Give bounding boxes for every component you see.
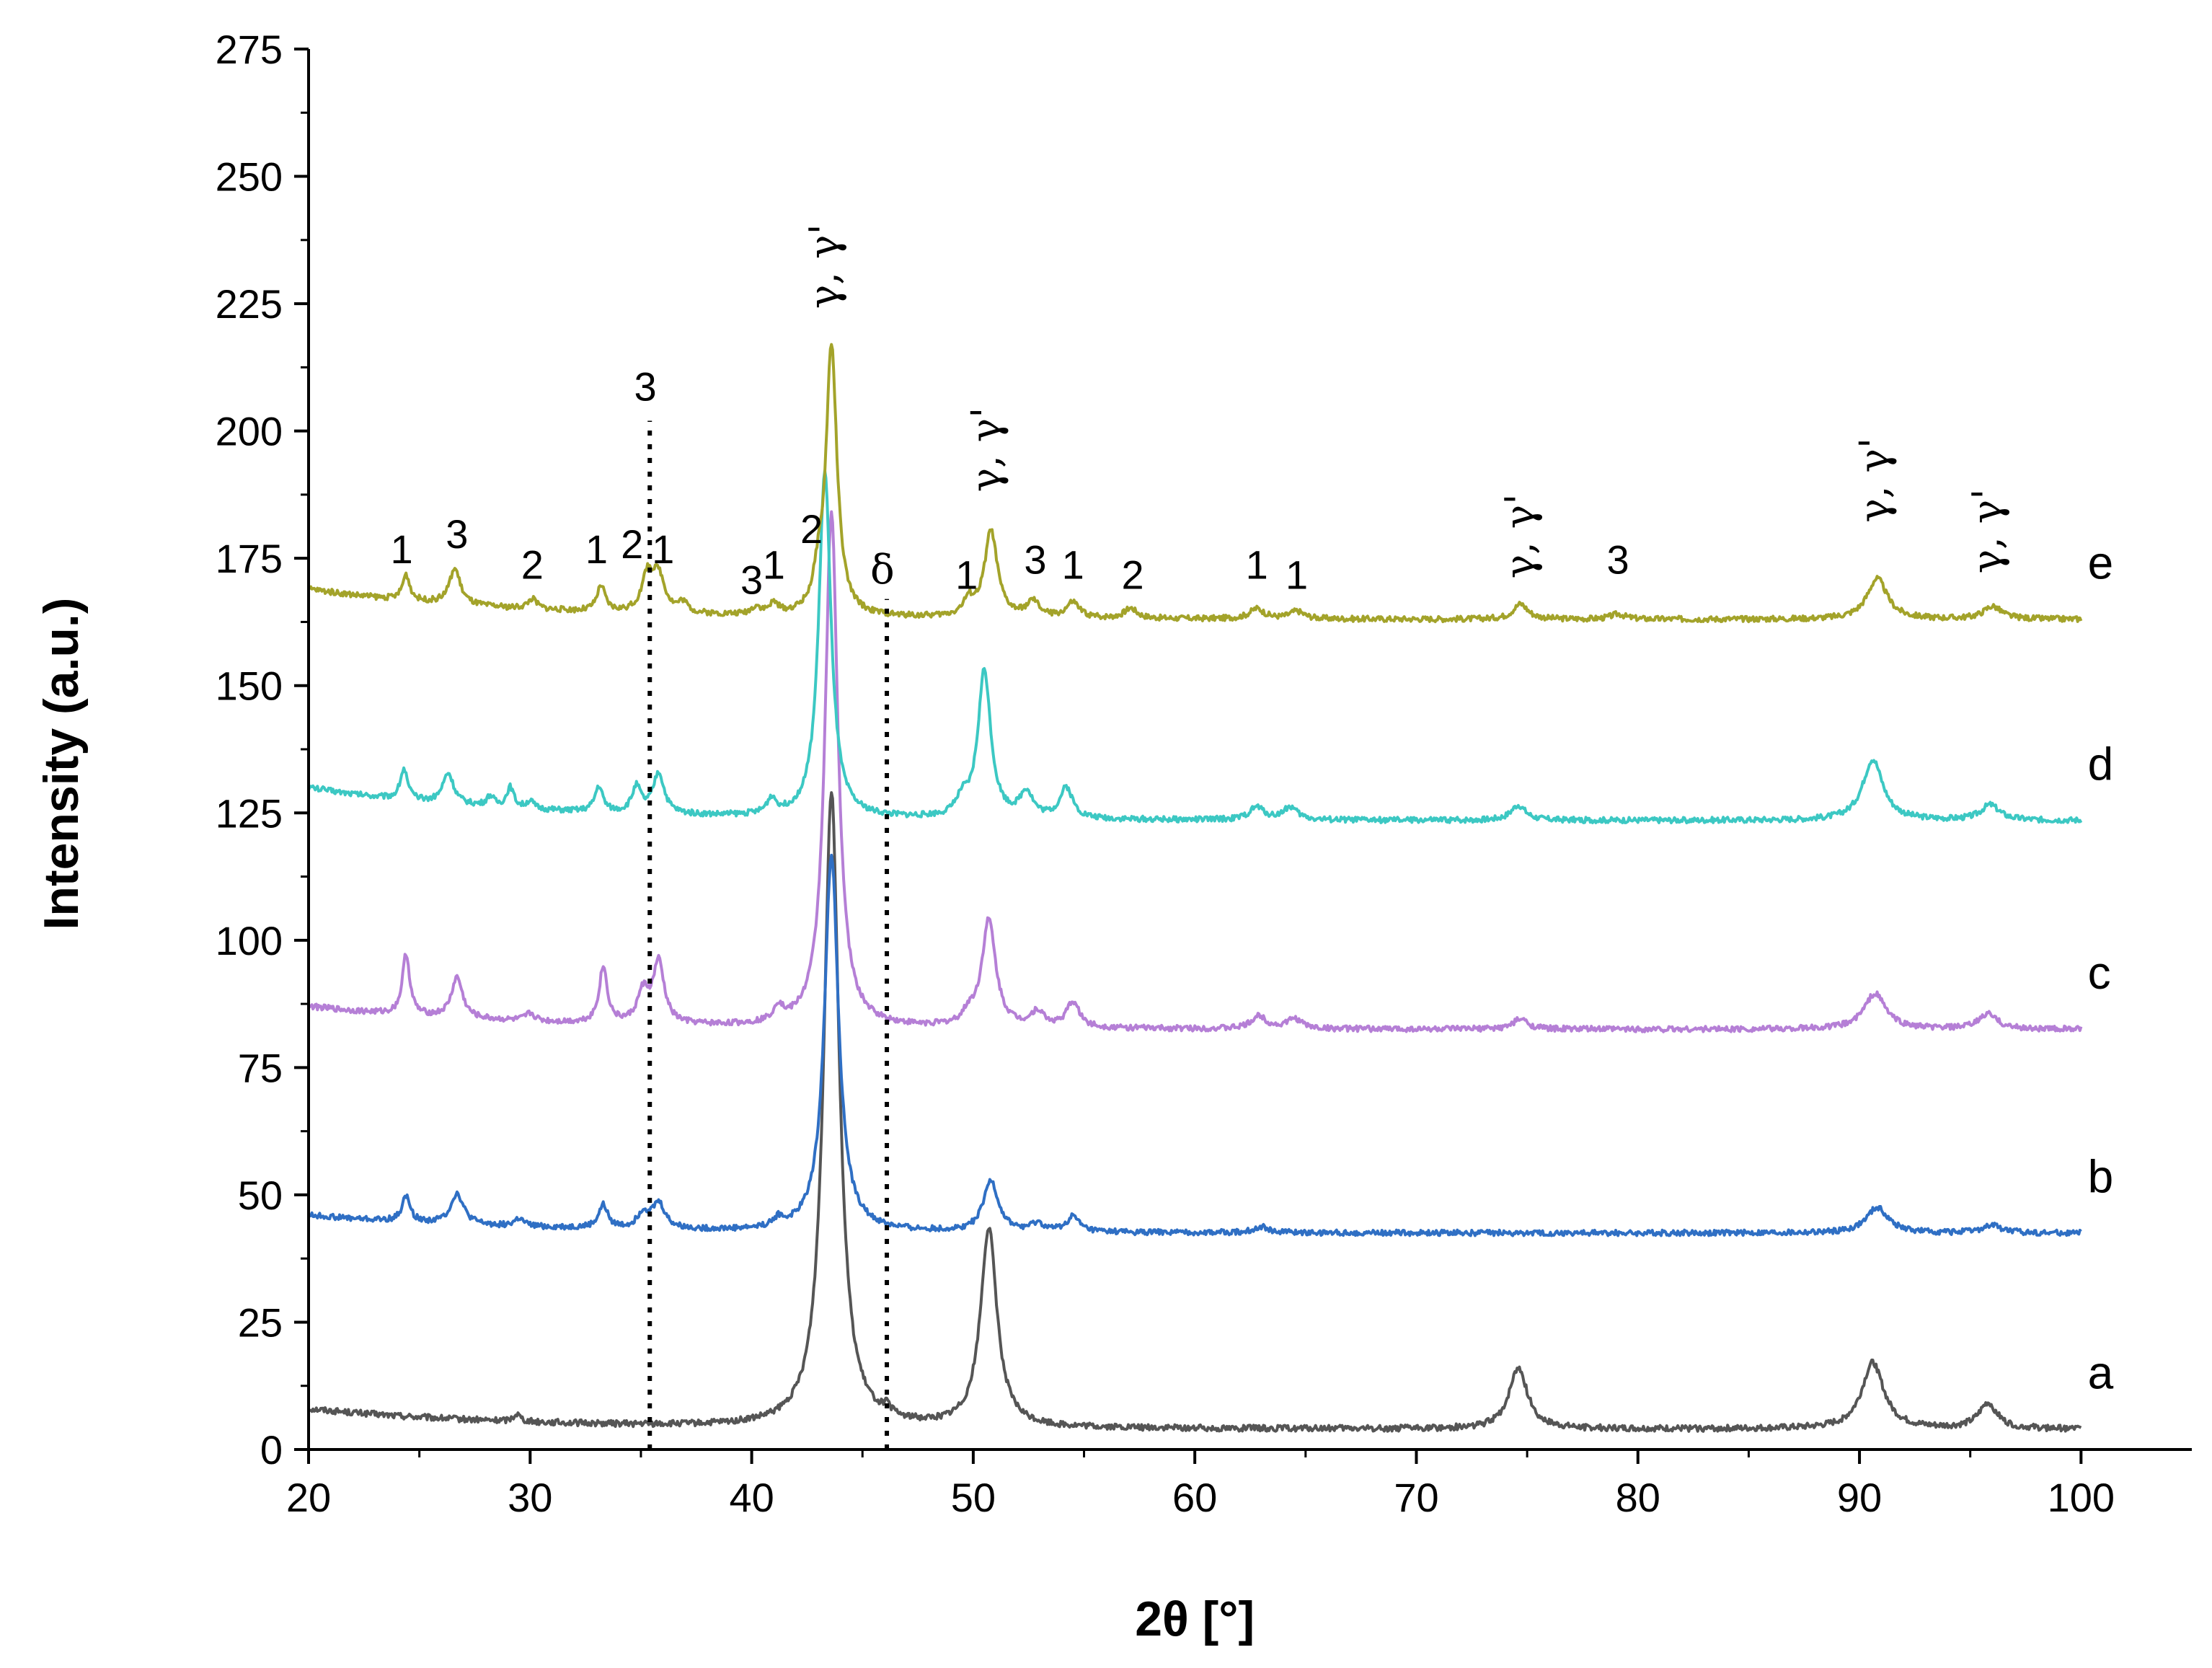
- y-tick-label: 175: [216, 536, 283, 581]
- peak-label: 1: [390, 526, 412, 572]
- x-tick-label: 100: [2048, 1475, 2115, 1520]
- y-tick-label: 0: [260, 1427, 283, 1473]
- axes: [307, 49, 2192, 1451]
- x-tick-label: 40: [729, 1475, 774, 1520]
- x-axis-title: 2θ [°]: [1135, 1592, 1255, 1646]
- x-tick-label: 50: [951, 1475, 996, 1520]
- peak-label: 3: [1607, 537, 1629, 582]
- peak-label: 1: [1062, 542, 1084, 587]
- peak-annotations: 1 32 1 2 133 12δ 1 3 1 2 1 1 3γ, γ'γ, γ'γ, γ'γ, γ'γ,…: [390, 224, 2011, 602]
- peak-label: 2: [800, 506, 823, 552]
- y-tick-label: 25: [238, 1299, 283, 1345]
- peak-label: 3: [446, 511, 468, 557]
- gamma-phase-label: γ, γ': [801, 224, 848, 309]
- series-d-label: d: [2088, 738, 2114, 790]
- series-d-trace: [307, 469, 2083, 825]
- x-tick-label: 80: [1616, 1475, 1660, 1520]
- y-tick-label: 250: [216, 154, 283, 200]
- series-labels: a b c d e: [2088, 537, 2114, 1398]
- gamma-phase-label: γ, γ': [1852, 438, 1898, 523]
- y-tick-label: 150: [216, 663, 283, 709]
- x-tick-label: 30: [508, 1475, 552, 1520]
- peak-label: 1: [955, 552, 978, 598]
- series-c-trace: [307, 510, 2083, 1033]
- y-tick-label: 50: [238, 1173, 283, 1218]
- peak-label: 1: [1246, 542, 1268, 587]
- series-b-label: b: [2088, 1150, 2114, 1202]
- series-a-trace: [307, 791, 2082, 1433]
- peak-label: 1: [1286, 552, 1308, 598]
- x-tick-label: 90: [1837, 1475, 1882, 1520]
- peak-label: 3: [1024, 537, 1046, 582]
- x-tick-label: 20: [286, 1475, 331, 1520]
- y-tick-label: 225: [216, 281, 283, 327]
- y-ticks: 0 25 50 75 100 125 150 175 200 225 250 275: [216, 27, 309, 1473]
- peak-label: 2: [521, 542, 544, 587]
- peak-label: δ: [870, 547, 895, 593]
- series-traces: [307, 343, 2083, 1433]
- peak-label: 3: [740, 557, 763, 603]
- y-tick-label: 125: [216, 790, 283, 836]
- peak-label: 1: [763, 542, 785, 587]
- x-tick-label: 60: [1172, 1475, 1217, 1520]
- y-axis-title: Intensity (a.u.): [34, 598, 89, 930]
- peak-label: 3: [634, 363, 657, 409]
- peak-label: 2: [621, 521, 643, 567]
- x-tick-label: 70: [1394, 1475, 1438, 1520]
- y-tick-label: 100: [216, 918, 283, 963]
- series-c-label: c: [2088, 947, 2111, 999]
- series-e-label: e: [2088, 537, 2114, 588]
- x-ticks: 20 30 40 50 60 70 80 90 100: [286, 1449, 2115, 1520]
- gamma-phase-label: γ, γ': [1497, 493, 1544, 578]
- series-e-trace: [307, 343, 2083, 624]
- gamma-phase-label: γ, γ': [1965, 488, 2012, 573]
- y-tick-label: 275: [216, 27, 283, 72]
- peak-label: 1: [652, 526, 674, 572]
- series-b-trace: [308, 853, 2082, 1237]
- series-a-label: a: [2088, 1346, 2114, 1398]
- y-tick-label: 200: [216, 409, 283, 454]
- peak-label: 2: [1122, 552, 1144, 598]
- peak-label: 1: [585, 526, 608, 572]
- guide-lines: [647, 420, 890, 1449]
- y-tick-label: 75: [238, 1045, 283, 1090]
- gamma-phase-label: γ, γ': [963, 407, 1010, 492]
